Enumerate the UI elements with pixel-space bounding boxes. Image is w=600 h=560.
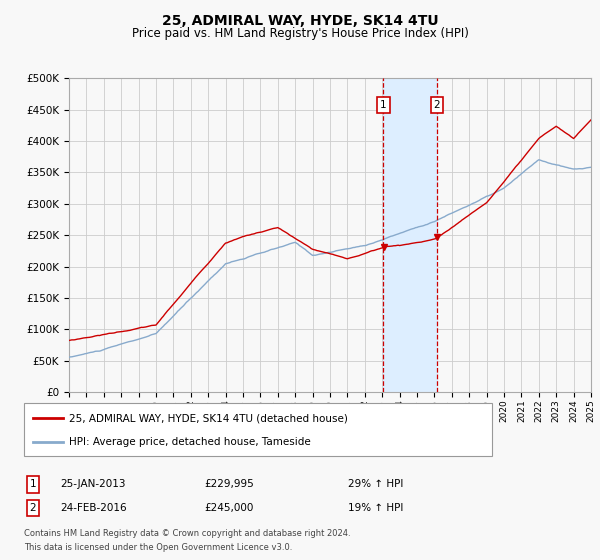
Bar xyxy=(383,78,437,392)
Text: 2: 2 xyxy=(434,100,440,110)
Text: This data is licensed under the Open Government Licence v3.0.: This data is licensed under the Open Gov… xyxy=(24,543,292,552)
Text: £245,000: £245,000 xyxy=(204,503,253,513)
Text: 25, ADMIRAL WAY, HYDE, SK14 4TU (detached house): 25, ADMIRAL WAY, HYDE, SK14 4TU (detache… xyxy=(69,413,348,423)
Text: Price paid vs. HM Land Registry's House Price Index (HPI): Price paid vs. HM Land Registry's House … xyxy=(131,27,469,40)
Text: 24-FEB-2016: 24-FEB-2016 xyxy=(60,503,127,513)
Text: 2: 2 xyxy=(29,503,37,513)
Text: 25, ADMIRAL WAY, HYDE, SK14 4TU: 25, ADMIRAL WAY, HYDE, SK14 4TU xyxy=(161,14,439,28)
Text: 1: 1 xyxy=(380,100,387,110)
Text: 25-JAN-2013: 25-JAN-2013 xyxy=(60,479,125,489)
Text: £229,995: £229,995 xyxy=(204,479,254,489)
Text: 1: 1 xyxy=(29,479,37,489)
Text: HPI: Average price, detached house, Tameside: HPI: Average price, detached house, Tame… xyxy=(69,436,311,446)
Text: 29% ↑ HPI: 29% ↑ HPI xyxy=(348,479,403,489)
Text: Contains HM Land Registry data © Crown copyright and database right 2024.: Contains HM Land Registry data © Crown c… xyxy=(24,529,350,538)
Text: 19% ↑ HPI: 19% ↑ HPI xyxy=(348,503,403,513)
